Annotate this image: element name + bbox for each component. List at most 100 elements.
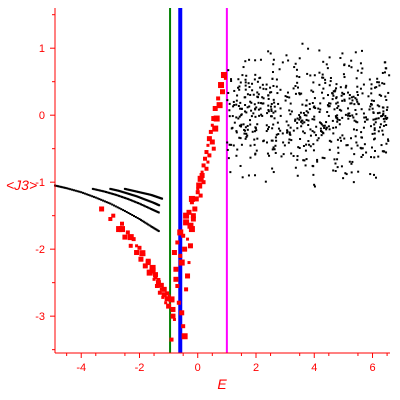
black-point xyxy=(238,115,241,118)
black-point xyxy=(317,107,320,110)
red-point xyxy=(161,286,167,292)
red-point xyxy=(169,337,174,342)
black-point xyxy=(328,128,331,131)
black-point xyxy=(118,207,121,210)
red-point xyxy=(216,96,221,101)
black-point xyxy=(250,115,253,118)
black-point xyxy=(123,187,126,190)
black-point xyxy=(347,112,350,115)
black-point xyxy=(320,130,323,133)
black-point xyxy=(328,139,331,142)
red-point xyxy=(128,243,133,248)
black-point xyxy=(150,225,153,228)
black-point xyxy=(334,162,337,165)
red-point xyxy=(153,272,158,278)
black-point xyxy=(354,108,357,111)
black-point xyxy=(374,118,377,121)
black-point xyxy=(233,89,236,92)
black-point xyxy=(365,116,368,119)
black-point xyxy=(307,119,310,122)
black-point xyxy=(377,117,380,120)
black-point xyxy=(292,154,295,157)
black-point xyxy=(385,98,388,101)
black-point xyxy=(144,221,147,224)
black-point xyxy=(230,127,233,130)
black-point xyxy=(374,121,377,124)
black-point xyxy=(376,112,379,115)
black-point xyxy=(250,101,253,104)
red-point xyxy=(213,115,220,122)
black-point xyxy=(268,91,271,94)
black-point xyxy=(324,78,327,81)
red-point xyxy=(120,221,124,226)
black-point xyxy=(284,99,287,102)
black-point xyxy=(312,173,315,176)
black-point xyxy=(76,190,79,193)
black-point xyxy=(387,91,390,94)
black-point xyxy=(151,201,154,204)
black-point xyxy=(313,97,316,100)
red-point xyxy=(188,195,195,202)
black-point xyxy=(122,196,125,199)
black-point xyxy=(142,204,145,207)
black-point xyxy=(350,66,353,69)
black-point xyxy=(359,62,362,65)
black-point xyxy=(271,148,274,151)
black-point xyxy=(262,87,265,90)
black-point xyxy=(313,131,316,134)
black-point xyxy=(355,113,358,116)
black-point xyxy=(83,192,86,195)
red-point xyxy=(200,170,204,174)
black-point xyxy=(312,149,315,152)
black-point xyxy=(381,71,384,74)
black-point xyxy=(313,118,316,121)
black-point xyxy=(356,91,359,94)
black-point xyxy=(383,82,386,85)
black-point xyxy=(238,136,241,139)
black-point xyxy=(378,93,381,96)
black-point xyxy=(327,114,330,117)
black-point xyxy=(325,126,328,129)
black-point xyxy=(138,196,141,199)
black-point xyxy=(388,74,391,77)
black-point xyxy=(139,191,142,194)
black-point xyxy=(337,146,340,149)
black-point xyxy=(251,89,254,92)
black-point xyxy=(231,115,234,118)
black-point xyxy=(269,86,272,89)
black-point xyxy=(370,83,373,86)
black-point xyxy=(317,137,320,140)
black-point xyxy=(334,115,337,118)
black-point xyxy=(305,118,308,121)
black-point xyxy=(128,198,131,201)
red-point xyxy=(153,275,158,280)
black-point xyxy=(276,121,279,124)
black-point xyxy=(373,127,376,130)
red-point xyxy=(170,306,176,312)
black-point xyxy=(260,113,263,116)
black-point xyxy=(328,105,331,108)
black-point xyxy=(373,129,376,132)
black-point xyxy=(239,164,242,167)
red-point xyxy=(125,230,130,235)
black-point xyxy=(328,148,331,151)
axes xyxy=(54,8,390,354)
black-point xyxy=(282,141,285,144)
red-point xyxy=(183,212,190,219)
black-point xyxy=(123,191,126,194)
black-point xyxy=(354,97,357,100)
black-point xyxy=(360,108,363,111)
black-point xyxy=(365,118,368,121)
red-point xyxy=(184,287,189,292)
black-point xyxy=(350,147,353,150)
black-point xyxy=(355,129,358,132)
black-point xyxy=(238,88,241,91)
black-point xyxy=(275,78,278,81)
red-point xyxy=(181,233,186,238)
red-point xyxy=(179,310,185,316)
red-point xyxy=(171,250,177,256)
black-point xyxy=(89,194,92,197)
black-point xyxy=(157,211,160,214)
red-point xyxy=(175,240,180,245)
black-point xyxy=(254,174,257,177)
